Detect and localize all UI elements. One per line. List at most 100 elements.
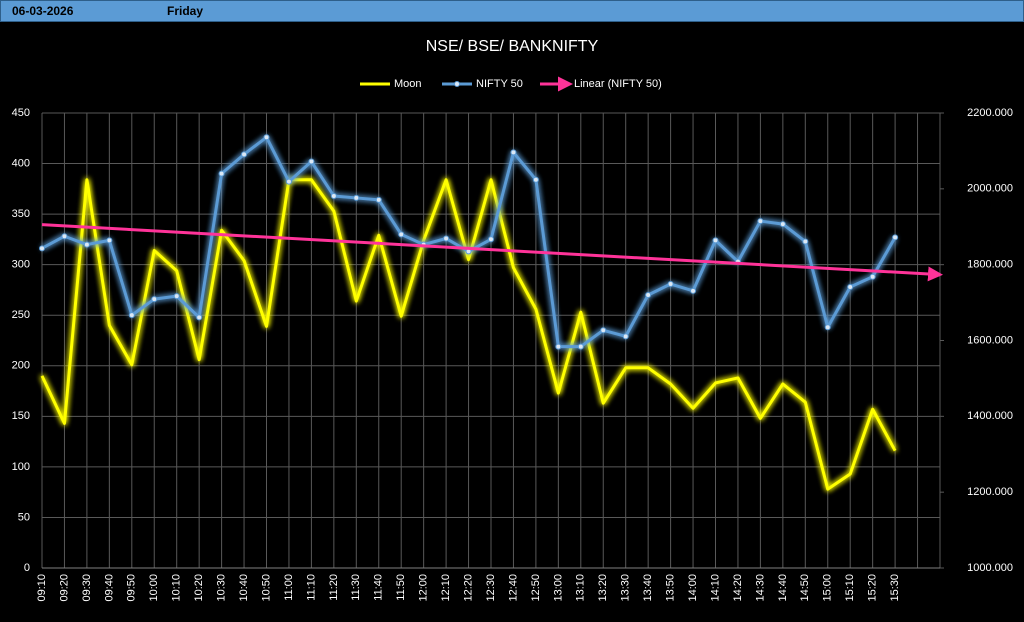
legend-label: Moon [394, 78, 422, 90]
series-marker [555, 343, 562, 350]
series-marker [690, 287, 697, 294]
x-tick-label: 11:50 [395, 574, 407, 601]
x-tick-label: 11:10 [305, 574, 317, 601]
series-line [40, 178, 897, 491]
series-marker [847, 284, 854, 291]
series-marker [61, 233, 68, 240]
trendline [41, 223, 943, 282]
x-tick-label: 09:30 [81, 574, 93, 602]
y-tick-label: 350 [12, 208, 30, 220]
x-tick-label: 11:40 [373, 574, 385, 601]
x-tick-label: 11:20 [328, 574, 340, 601]
y-tick-label: 200 [12, 360, 30, 372]
x-tick-label: 15:00 [822, 574, 834, 602]
x-tick-label: 13:30 [620, 574, 632, 602]
x-tick-label: 13:40 [642, 574, 654, 602]
series-marker [218, 170, 225, 177]
series-marker [263, 134, 270, 141]
series-marker [802, 238, 809, 245]
x-tick-label: 12:30 [485, 574, 497, 602]
legend-label: Linear (NIFTY 50) [574, 78, 662, 90]
y2-tick-label: 2000.000 [967, 183, 1013, 195]
y-tick-label: 50 [18, 511, 30, 523]
y-tick-label: 450 [12, 107, 30, 119]
series-marker [151, 296, 158, 303]
series-marker [39, 245, 45, 252]
x-tick-label: 12:00 [418, 574, 430, 602]
series-marker [106, 237, 113, 244]
series-marker [645, 292, 652, 298]
series-marker [308, 158, 315, 165]
x-tick-label: 15:10 [844, 574, 856, 602]
legend-marker [454, 81, 460, 87]
y-tick-label: 150 [12, 410, 30, 422]
x-tick-label: 15:30 [889, 574, 901, 602]
x-tick-label: 10:40 [238, 574, 250, 602]
x-tick-label: 12:10 [440, 574, 452, 602]
series-marker [488, 236, 494, 243]
series-marker [532, 176, 539, 183]
x-tick-label: 10:10 [171, 574, 183, 602]
header-bar [0, 0, 1024, 22]
x-tick-label: 13:50 [665, 574, 677, 602]
x-tick-label: 14:40 [777, 574, 789, 602]
series-marker [712, 237, 719, 244]
legend-label: NIFTY 50 [476, 78, 523, 90]
x-tick-label: 14:20 [732, 574, 744, 602]
x-tick-label: 10:00 [148, 574, 160, 602]
y2-tick-label: 1000.000 [967, 562, 1013, 574]
x-tick-label: 13:10 [575, 574, 587, 602]
series-marker [375, 196, 382, 203]
series-marker [173, 293, 180, 300]
x-tick-label: 10:50 [260, 574, 272, 602]
x-tick-label: 13:20 [597, 574, 609, 602]
y-tick-label: 100 [12, 461, 30, 473]
x-tick-label: 10:20 [193, 574, 205, 602]
series-marker [622, 333, 629, 340]
x-tick-label: 10:30 [216, 574, 228, 602]
header-date: 06-03-2026 [12, 4, 74, 18]
x-tick-label: 15:20 [867, 574, 879, 602]
series-marker [779, 221, 786, 228]
series-marker [667, 281, 674, 288]
x-tick-label: 14:00 [687, 574, 699, 602]
series-marker [869, 273, 876, 280]
header-day: Friday [167, 4, 203, 18]
x-tick-label: 09:20 [58, 574, 70, 602]
series-marker [600, 327, 607, 334]
series-marker [577, 343, 584, 350]
y2-tick-label: 1800.000 [967, 259, 1013, 271]
x-tick-label: 14:10 [709, 574, 721, 602]
series-marker [443, 235, 450, 242]
y-tick-label: 0 [24, 562, 30, 574]
x-tick-label: 13:00 [552, 574, 564, 602]
y-tick-label: 300 [12, 259, 30, 271]
y-tick-label: 250 [12, 309, 30, 321]
x-tick-label: 14:50 [799, 574, 811, 602]
series-marker [398, 231, 405, 238]
series-marker [285, 178, 292, 185]
series-marker [510, 149, 517, 156]
series-marker [128, 312, 135, 319]
y2-tick-label: 2200.000 [967, 107, 1013, 119]
series-marker [824, 324, 831, 331]
y-tick-label: 400 [12, 157, 30, 169]
y2-tick-label: 1600.000 [967, 334, 1013, 346]
series-marker [196, 314, 203, 321]
series-marker [892, 234, 899, 241]
series-marker [330, 193, 337, 200]
x-tick-label: 09:10 [36, 574, 48, 602]
x-tick-label: 11:30 [350, 574, 362, 601]
x-tick-label: 12:40 [507, 574, 519, 602]
chart-title: NSE/ BSE/ BANKNIFTY [426, 38, 599, 55]
series-marker [353, 194, 360, 201]
series-marker [241, 151, 248, 158]
x-tick-label: 12:20 [462, 574, 474, 602]
x-tick-label: 09:40 [103, 574, 115, 602]
x-tick-label: 09:50 [126, 574, 138, 602]
y2-tick-label: 1200.000 [967, 486, 1013, 498]
x-tick-label: 11:00 [283, 574, 295, 601]
series-marker [757, 218, 764, 225]
